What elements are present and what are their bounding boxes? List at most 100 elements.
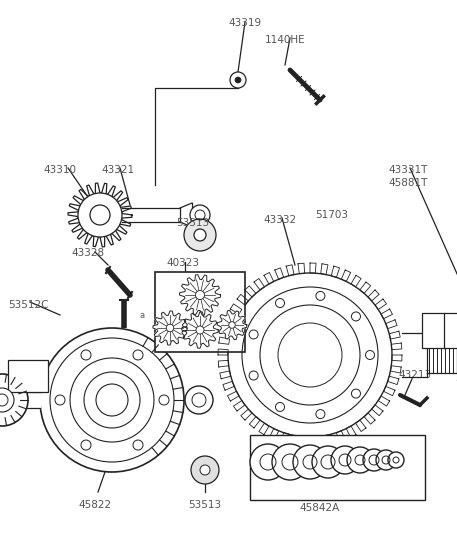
Text: 45822: 45822 — [79, 500, 112, 510]
Text: 43328: 43328 — [71, 248, 105, 258]
Polygon shape — [264, 272, 274, 284]
Circle shape — [228, 273, 392, 437]
Text: a: a — [139, 312, 144, 320]
Circle shape — [55, 395, 65, 405]
Polygon shape — [304, 437, 310, 447]
Text: 45842A: 45842A — [300, 503, 340, 513]
Circle shape — [133, 350, 143, 360]
Polygon shape — [298, 263, 305, 274]
Circle shape — [96, 384, 128, 416]
Polygon shape — [390, 366, 401, 373]
Text: 43213: 43213 — [399, 370, 431, 380]
Polygon shape — [346, 426, 356, 438]
Text: 51703: 51703 — [9, 370, 42, 380]
Polygon shape — [321, 264, 328, 275]
Polygon shape — [364, 413, 375, 424]
Polygon shape — [292, 435, 299, 446]
Polygon shape — [217, 310, 247, 340]
Circle shape — [293, 445, 327, 479]
Text: 53513: 53513 — [176, 218, 210, 228]
Polygon shape — [220, 371, 231, 379]
Circle shape — [388, 452, 404, 468]
Polygon shape — [281, 433, 289, 444]
Circle shape — [40, 328, 184, 472]
Polygon shape — [254, 278, 265, 290]
Polygon shape — [381, 309, 393, 319]
Circle shape — [316, 410, 325, 419]
Polygon shape — [391, 343, 402, 350]
Circle shape — [312, 446, 344, 478]
Circle shape — [376, 450, 396, 470]
Polygon shape — [336, 431, 345, 442]
Text: 43310: 43310 — [43, 165, 76, 175]
Polygon shape — [372, 405, 383, 416]
Circle shape — [196, 326, 204, 334]
Circle shape — [166, 324, 174, 332]
Circle shape — [363, 449, 385, 471]
Polygon shape — [386, 320, 397, 329]
Polygon shape — [360, 282, 371, 293]
Circle shape — [185, 386, 213, 414]
Polygon shape — [234, 401, 245, 411]
Polygon shape — [286, 265, 294, 276]
Circle shape — [276, 299, 285, 307]
Circle shape — [331, 446, 359, 474]
Circle shape — [316, 292, 325, 300]
Polygon shape — [356, 420, 366, 432]
Circle shape — [70, 358, 154, 442]
Text: 51703: 51703 — [315, 210, 349, 220]
Circle shape — [133, 440, 143, 450]
Circle shape — [229, 322, 235, 328]
Circle shape — [249, 330, 258, 339]
Circle shape — [0, 388, 14, 412]
Polygon shape — [392, 355, 402, 361]
Polygon shape — [341, 270, 351, 281]
Polygon shape — [218, 360, 228, 367]
Polygon shape — [153, 311, 187, 345]
Polygon shape — [219, 337, 229, 344]
Text: a: a — [314, 457, 319, 467]
Circle shape — [0, 394, 8, 406]
Text: a: a — [326, 480, 330, 488]
Polygon shape — [368, 290, 379, 301]
Text: a: a — [343, 477, 347, 487]
Circle shape — [260, 305, 360, 405]
Polygon shape — [241, 409, 252, 420]
Polygon shape — [245, 286, 256, 297]
Circle shape — [81, 440, 91, 450]
Circle shape — [235, 77, 241, 83]
Polygon shape — [221, 325, 232, 334]
Polygon shape — [351, 275, 361, 287]
Text: 40323: 40323 — [166, 258, 200, 268]
Polygon shape — [378, 396, 390, 406]
Polygon shape — [326, 434, 334, 445]
Polygon shape — [269, 428, 279, 440]
Text: 45881T: 45881T — [388, 178, 428, 188]
Polygon shape — [331, 266, 340, 277]
Polygon shape — [383, 386, 395, 396]
Polygon shape — [218, 349, 228, 355]
Bar — [8, 360, 48, 392]
Circle shape — [194, 229, 206, 241]
Polygon shape — [180, 275, 221, 316]
Polygon shape — [375, 299, 387, 310]
Circle shape — [347, 447, 373, 473]
Polygon shape — [230, 304, 242, 314]
Polygon shape — [315, 437, 322, 447]
Polygon shape — [237, 294, 248, 305]
Polygon shape — [228, 391, 239, 401]
Circle shape — [196, 290, 204, 300]
Polygon shape — [427, 337, 457, 373]
Polygon shape — [402, 333, 427, 377]
Bar — [422, 313, 457, 348]
Text: 53512C: 53512C — [8, 300, 48, 310]
Circle shape — [81, 350, 91, 360]
Circle shape — [90, 205, 110, 225]
Circle shape — [78, 193, 122, 237]
Circle shape — [249, 371, 258, 380]
Polygon shape — [68, 183, 132, 247]
Circle shape — [159, 395, 169, 405]
Text: 43321: 43321 — [101, 165, 134, 175]
Polygon shape — [259, 423, 269, 435]
Text: 43319: 43319 — [228, 18, 261, 28]
